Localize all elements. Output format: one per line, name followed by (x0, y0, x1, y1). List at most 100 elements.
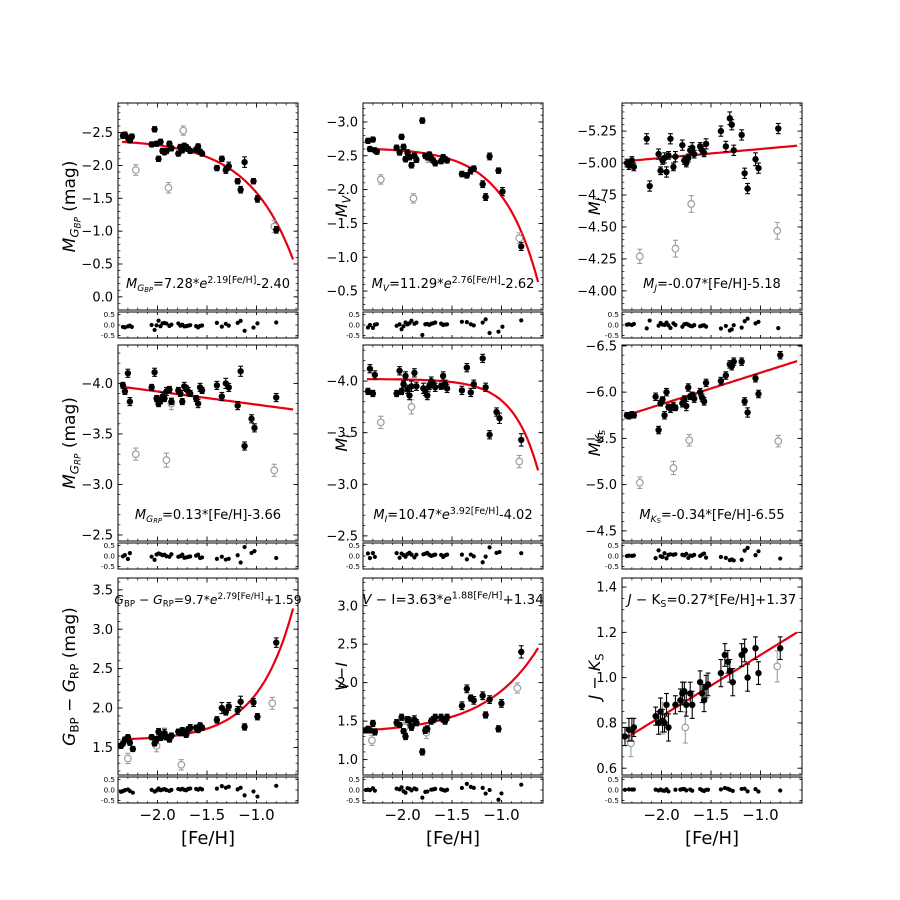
residual-point (519, 318, 524, 323)
residual-tick-label: -0.5 (101, 796, 115, 805)
residual-point (199, 787, 205, 792)
panel-V_I: 3.0 2.5 2.0 1.5 1.0 V − I=3.63*e1.88[Fe/H]+1.… (332, 577, 544, 849)
residual-point (459, 785, 465, 791)
black-point (398, 133, 405, 141)
residual-point (480, 560, 485, 565)
residual-frame (117, 542, 299, 570)
black-point (431, 384, 439, 391)
gray-point (627, 739, 635, 748)
residual-point (718, 554, 724, 560)
x-tick-label: −1.0 (483, 806, 519, 824)
gray-point (164, 183, 173, 192)
residual-point (409, 788, 414, 793)
residual-point (622, 787, 628, 792)
black-point (755, 669, 762, 677)
residual-point (778, 556, 783, 561)
residual-point (496, 797, 501, 802)
black-point (402, 372, 409, 380)
fit-equation: MV=11.29*e2.76[Fe/H]-2.62 (372, 275, 535, 294)
residual-point (690, 788, 695, 793)
black-point (419, 117, 426, 124)
y-tick-label: 1.4 (596, 581, 617, 596)
plot-frame (621, 344, 803, 542)
x-tick-label: −2.0 (139, 806, 175, 824)
residual-point (483, 554, 488, 559)
residual-tick-label: 0.5 (104, 310, 115, 319)
black-point (186, 390, 194, 397)
black-point (700, 398, 708, 405)
residual-point (251, 789, 256, 794)
residual-frame (362, 776, 544, 804)
gray-point (687, 200, 696, 208)
residual-point (274, 783, 279, 788)
residual-point (756, 319, 761, 324)
black-point (738, 358, 745, 365)
black-point (657, 167, 664, 174)
black-point (366, 145, 374, 153)
gray-point (774, 437, 783, 446)
residual-point (420, 332, 425, 338)
gray-point (179, 126, 188, 135)
black-point (630, 724, 638, 731)
black-point (396, 367, 403, 374)
residual-point (647, 318, 652, 323)
black-point (151, 369, 158, 376)
black-point (672, 404, 679, 412)
black-point (486, 431, 493, 438)
black-point (121, 388, 129, 395)
residual-point (169, 322, 174, 327)
residual-point (372, 554, 377, 559)
residual-point (662, 551, 667, 556)
gray-point (409, 194, 418, 203)
black-point (646, 182, 653, 190)
black-point (364, 137, 372, 145)
residual-point (214, 786, 220, 791)
y-tick-label: 1.0 (337, 753, 358, 768)
y-tick-label: 0.0 (92, 290, 113, 305)
y-tick-label: 1.5 (92, 741, 113, 756)
residual-tick-label: -0.5 (605, 796, 619, 805)
black-point (672, 153, 679, 160)
residual-point (152, 557, 157, 563)
residual-point (122, 553, 128, 558)
black-point (721, 651, 729, 659)
residual-tick-label: -0.5 (346, 562, 360, 571)
black-point (234, 402, 241, 409)
black-point (168, 145, 175, 152)
black-point (273, 394, 280, 401)
gray-point (513, 684, 522, 692)
black-point (408, 162, 415, 169)
residual-point (644, 326, 649, 331)
residual-point (226, 323, 231, 328)
y-tick-label: −4.75 (577, 189, 617, 204)
fit-line (121, 608, 295, 741)
x-tick-label: −1.5 (693, 806, 729, 824)
residual-point (742, 786, 747, 791)
black-point (655, 426, 662, 434)
residual-point (365, 551, 371, 556)
black-point (406, 392, 413, 399)
y-axis-label: MGBP (mag) (60, 161, 83, 253)
y-tick-label: −2.5 (81, 126, 113, 141)
residual-point (745, 545, 750, 551)
plot-frame (117, 577, 299, 776)
y-tick-label: 2.5 (92, 662, 113, 677)
black-point (241, 442, 248, 450)
black-point (157, 138, 164, 145)
y-tick-label: −3.5 (326, 426, 358, 441)
black-point (411, 369, 418, 377)
data-points (364, 117, 525, 252)
black-point (168, 398, 175, 405)
black-point (406, 717, 413, 725)
black-point (518, 243, 525, 250)
residual-point (420, 795, 425, 800)
residual-point (753, 786, 758, 792)
black-point (177, 390, 184, 397)
residual-point (703, 324, 709, 329)
black-point (681, 688, 688, 695)
residual-point (401, 324, 406, 329)
residual-point (692, 323, 697, 328)
residual-point (753, 552, 758, 558)
residual-tick-label: 0.5 (104, 775, 115, 784)
residual-point (471, 554, 476, 559)
